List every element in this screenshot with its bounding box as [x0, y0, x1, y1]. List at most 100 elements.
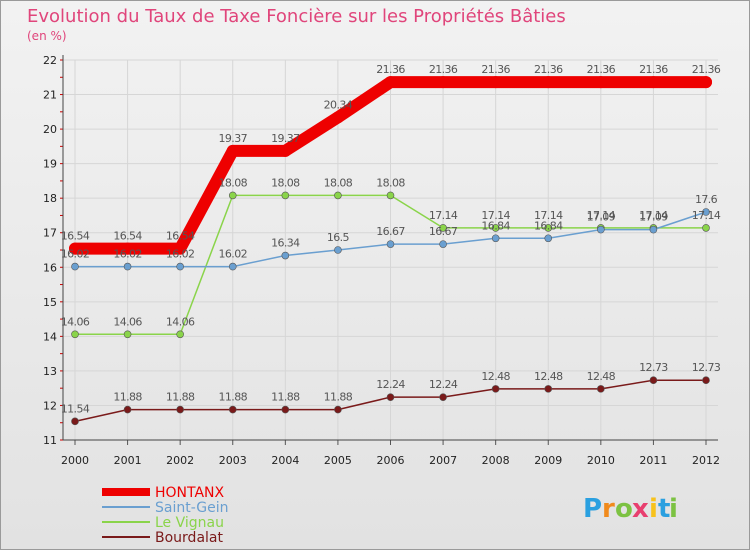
data-label: 17.14 — [534, 209, 563, 222]
data-label: 21.36 — [534, 63, 563, 76]
data-point — [69, 242, 81, 255]
y-tick-label: 20 — [43, 123, 57, 136]
data-label: 11.88 — [113, 391, 142, 404]
y-tick-label: 17 — [43, 227, 57, 240]
y-tick-label: 12 — [43, 399, 57, 412]
x-tick-label: 2003 — [219, 454, 247, 467]
data-point — [281, 251, 290, 260]
logo-letter: r — [602, 494, 615, 524]
chart-subtitle: (en %) — [27, 29, 67, 43]
data-point — [649, 376, 658, 385]
data-point — [334, 246, 342, 254]
data-label: 11.88 — [166, 391, 195, 404]
data-point — [386, 191, 395, 200]
data-point — [174, 242, 187, 255]
data-label: 17.14 — [692, 209, 721, 222]
x-tick-label: 2009 — [534, 454, 562, 467]
data-label: 12.24 — [376, 378, 405, 391]
data-point — [176, 330, 184, 339]
y-tick-label: 13 — [43, 365, 57, 378]
data-point — [228, 191, 237, 200]
logo-letter: t — [658, 494, 670, 524]
data-point — [176, 262, 184, 271]
data-label: 12.73 — [692, 361, 721, 374]
data-point — [281, 405, 290, 414]
logo-letter: o — [615, 494, 633, 524]
data-label: 12.48 — [587, 370, 616, 383]
data-point — [71, 417, 79, 426]
data-point — [386, 393, 395, 401]
data-label: 21.36 — [587, 63, 616, 76]
data-label: 16.54 — [166, 230, 195, 243]
logo-letter: i — [669, 494, 678, 524]
data-label: 16.54 — [61, 230, 90, 243]
data-label: 12.48 — [481, 370, 510, 383]
data-label: 20.34 — [324, 98, 353, 111]
data-point — [700, 76, 712, 89]
y-tick-label: 14 — [43, 330, 57, 343]
x-tick-label: 2007 — [429, 454, 457, 467]
data-point — [542, 76, 555, 89]
data-point — [334, 405, 342, 414]
logo-letter: i — [649, 494, 658, 524]
data-label: 12.73 — [639, 361, 668, 374]
data-label: 21.36 — [481, 63, 510, 76]
legend-label: Le Vignau — [155, 515, 224, 531]
data-point — [437, 76, 450, 89]
data-point — [491, 385, 500, 393]
data-point — [228, 405, 237, 414]
data-labels: 16.54 16.54 16.54 19.37 19.37 20.34 21.36 21.36… — [61, 63, 722, 415]
data-point — [123, 262, 132, 271]
data-label: 11.88 — [324, 391, 353, 404]
data-point — [279, 144, 292, 157]
data-label: 18.08 — [271, 176, 300, 189]
data-label: 17.14 — [429, 209, 458, 222]
data-point — [597, 225, 605, 234]
data-point — [439, 224, 447, 232]
data-label: 16.67 — [429, 225, 458, 238]
y-tick-label: 16 — [43, 261, 57, 274]
data-label: 18.08 — [324, 176, 353, 189]
data-point — [334, 191, 342, 200]
data-label: 21.36 — [692, 63, 721, 76]
data-label: 21.36 — [376, 63, 405, 76]
data-point — [71, 330, 79, 339]
data-label: 11.88 — [219, 391, 248, 404]
data-point — [123, 405, 132, 414]
data-label: 16.02 — [219, 248, 248, 261]
y-tick-label: 19 — [43, 158, 57, 171]
logo-letter: x — [632, 494, 649, 524]
y-tick-label: 11 — [43, 434, 57, 447]
data-label: 16.02 — [61, 248, 90, 261]
data-point — [491, 224, 500, 232]
data-label: 16.34 — [271, 237, 300, 250]
data-label: 18.08 — [376, 176, 405, 189]
data-point — [439, 393, 447, 401]
data-label: 16.54 — [113, 230, 142, 243]
data-point — [439, 240, 447, 248]
data-point — [491, 234, 500, 243]
x-tick-label: 2005 — [324, 454, 352, 467]
legend-label: Saint-Gein — [155, 500, 229, 516]
data-point — [71, 262, 79, 271]
data-point — [647, 76, 660, 89]
data-point — [702, 208, 710, 216]
data-label: 16.67 — [376, 225, 405, 238]
data-point — [384, 76, 397, 89]
x-tick-label: 2010 — [587, 454, 615, 467]
data-label: 11.88 — [271, 391, 300, 404]
data-point — [702, 224, 710, 232]
data-point — [594, 76, 607, 89]
data-point — [649, 225, 658, 234]
data-point — [386, 240, 395, 248]
legend-label: HONTANX — [155, 485, 225, 501]
data-point — [489, 76, 502, 89]
data-label: 17.14 — [587, 209, 616, 222]
data-label: 19.37 — [219, 132, 248, 145]
data-label: 19.37 — [271, 132, 300, 145]
data-label: 16.02 — [166, 248, 195, 261]
data-label: 17.14 — [481, 209, 510, 222]
data-point — [281, 191, 290, 200]
